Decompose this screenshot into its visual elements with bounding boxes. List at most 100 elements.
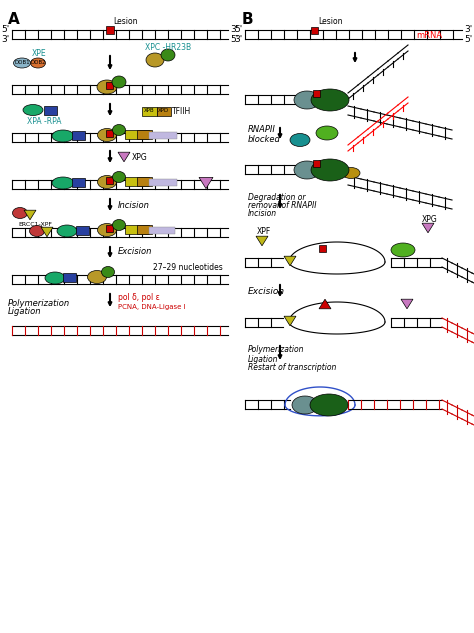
Ellipse shape [342, 168, 360, 179]
Text: 3': 3' [235, 35, 243, 44]
Text: 27–29 nucleotides: 27–29 nucleotides [153, 263, 223, 272]
Bar [149, 179, 177, 186]
Text: 5': 5' [235, 25, 243, 35]
Bar [125, 225, 149, 234]
Bar [137, 225, 152, 234]
Text: PCNA, DNA-Ligase I: PCNA, DNA-Ligase I [118, 304, 186, 310]
Text: Excision: Excision [248, 287, 285, 296]
Ellipse shape [23, 104, 43, 115]
Text: RNAPII: RNAPII [316, 165, 344, 175]
Bar [63, 273, 76, 282]
Ellipse shape [29, 225, 45, 237]
Ellipse shape [112, 125, 126, 135]
Text: A: A [8, 12, 20, 27]
Polygon shape [401, 299, 413, 309]
Bar [149, 132, 177, 139]
Bar [137, 177, 152, 186]
Bar [72, 178, 85, 187]
Ellipse shape [310, 394, 348, 416]
Text: XPE: XPE [32, 49, 46, 58]
Bar [157, 107, 171, 116]
Text: DDB1: DDB1 [14, 61, 30, 65]
Bar [149, 227, 175, 234]
Ellipse shape [45, 272, 65, 284]
Ellipse shape [146, 53, 164, 67]
Text: XPG: XPG [132, 153, 148, 161]
Bar [142, 107, 157, 116]
Text: CSB: CSB [395, 246, 410, 254]
Text: TFIIH: TFIIH [299, 168, 315, 173]
Text: XPB: XPB [144, 108, 155, 113]
Ellipse shape [292, 396, 318, 414]
Text: XPC -HR23B: XPC -HR23B [145, 42, 191, 51]
Text: RNAPII: RNAPII [248, 125, 276, 134]
Ellipse shape [112, 172, 126, 182]
Text: Ligation: Ligation [248, 354, 279, 363]
Text: XPA -RPA: XPA -RPA [27, 116, 62, 125]
Bar [313, 160, 320, 166]
Ellipse shape [98, 223, 117, 237]
Text: blocked: blocked [248, 134, 281, 144]
Text: TFIIH: TFIIH [299, 97, 315, 103]
Text: TFIIS: TFIIS [344, 170, 358, 175]
Ellipse shape [316, 126, 338, 140]
Bar [125, 177, 149, 186]
Text: TFIIH: TFIIH [172, 106, 191, 115]
Polygon shape [284, 256, 296, 266]
Bar [107, 130, 113, 137]
Ellipse shape [97, 80, 117, 94]
Bar [72, 131, 85, 140]
Text: Incision: Incision [248, 210, 277, 218]
Text: Restart of transcription: Restart of transcription [248, 363, 337, 372]
Bar [107, 225, 113, 232]
Text: Polymerization: Polymerization [8, 299, 70, 308]
Text: RNAPII: RNAPII [316, 96, 344, 104]
Bar [106, 26, 114, 34]
Text: Lesion: Lesion [113, 16, 137, 25]
Ellipse shape [391, 243, 415, 257]
Text: 3': 3' [2, 35, 10, 44]
Ellipse shape [112, 220, 126, 230]
Text: ERCC1-XPF: ERCC1-XPF [18, 222, 52, 227]
Ellipse shape [311, 159, 349, 181]
Ellipse shape [161, 49, 175, 61]
Ellipse shape [52, 177, 74, 189]
Polygon shape [41, 227, 53, 237]
Polygon shape [199, 177, 213, 189]
Text: 5': 5' [464, 35, 472, 44]
Ellipse shape [311, 89, 349, 111]
Text: XPD: XPD [157, 108, 169, 113]
Bar [107, 82, 113, 89]
Text: RNAPII: RNAPII [315, 401, 343, 410]
Bar [76, 226, 89, 235]
Polygon shape [319, 299, 331, 309]
Text: Ligation: Ligation [8, 306, 42, 315]
Text: Degradation or: Degradation or [248, 194, 306, 203]
Text: XPG: XPG [422, 215, 438, 225]
Text: B: B [242, 12, 254, 27]
Text: Incision: Incision [118, 201, 150, 210]
Ellipse shape [57, 225, 77, 237]
Bar [137, 130, 152, 139]
Text: mRNA: mRNA [416, 30, 442, 39]
Ellipse shape [98, 175, 117, 189]
Bar [107, 177, 113, 184]
Text: TFIIH: TFIIH [297, 403, 313, 408]
Text: CSB: CSB [319, 128, 335, 137]
Polygon shape [24, 210, 36, 220]
Bar [44, 106, 57, 115]
Text: CSA: CSA [293, 137, 307, 143]
Polygon shape [256, 236, 268, 246]
Text: pol δ, pol ε: pol δ, pol ε [118, 294, 160, 303]
Ellipse shape [112, 76, 126, 88]
Polygon shape [284, 316, 296, 326]
Text: 3': 3' [230, 25, 238, 35]
Bar [311, 27, 319, 34]
Text: XPF: XPF [257, 227, 271, 237]
Ellipse shape [98, 128, 117, 142]
Bar [319, 244, 327, 251]
Text: Excision: Excision [118, 248, 152, 256]
Text: Polymerization: Polymerization [248, 346, 304, 354]
Ellipse shape [12, 208, 27, 218]
Ellipse shape [294, 161, 320, 179]
